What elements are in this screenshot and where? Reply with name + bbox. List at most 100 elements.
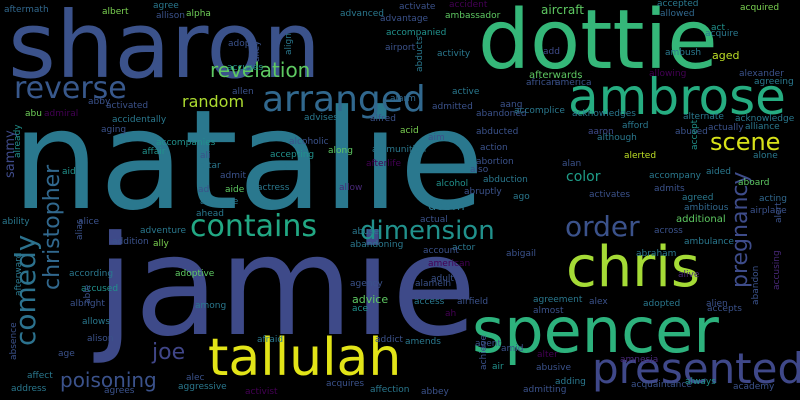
cloud-word: accept (690, 119, 700, 150)
cloud-word: aging (101, 125, 127, 135)
cloud-word: abbey (421, 387, 449, 397)
cloud-word: addition (112, 237, 149, 247)
cloud-word: scene (710, 128, 781, 156)
cloud-word: alison (87, 334, 114, 344)
cloud-word: alan (562, 159, 582, 169)
cloud-word: joe (152, 340, 186, 365)
cloud-word: aang (500, 100, 523, 110)
cloud-word: absence (9, 322, 19, 360)
cloud-word: spencer (472, 294, 719, 367)
cloud-word: accompanied (386, 28, 447, 38)
cloud-word: achieve (479, 334, 489, 370)
cloud-word: affair (142, 147, 166, 157)
cloud-word: albert (102, 7, 129, 17)
cloud-word: alerted (624, 151, 657, 161)
cloud-word: abruptly (464, 187, 502, 197)
cloud-word: alcohol (436, 179, 469, 189)
cloud-word: alive (678, 270, 700, 280)
cloud-word: pregnancy (728, 171, 753, 288)
cloud-word: aide (225, 185, 245, 195)
cloud-word: alternate (683, 112, 724, 122)
cloud-word: action (480, 143, 508, 153)
cloud-word: alien (706, 299, 728, 309)
cloud-word: altar (200, 161, 221, 171)
cloud-word: already (13, 124, 23, 158)
cloud-word: actually (708, 123, 744, 133)
cloud-word: accusing (772, 250, 782, 290)
cloud-word: among (195, 301, 227, 311)
cloud-word: abducted (476, 127, 519, 137)
cloud-word: abu (25, 109, 42, 119)
cloud-word: natalie (12, 80, 485, 241)
cloud-word: abandon (751, 265, 761, 305)
cloud-word: agent (475, 339, 501, 349)
cloud-word: abducts (415, 36, 425, 72)
cloud-word: acid (400, 126, 419, 136)
cloud-word: agency (350, 279, 383, 289)
cloud-word: aircraft (541, 3, 584, 17)
cloud-word: ambulance (684, 237, 734, 247)
cloud-word: presented (592, 344, 800, 393)
cloud-word: access (414, 297, 445, 307)
cloud-word: acquired (740, 3, 780, 13)
cloud-word: al (283, 161, 292, 171)
cloud-word: dimension (360, 216, 495, 246)
cloud-word: revelation (210, 58, 311, 82)
cloud-word: airport (385, 43, 416, 53)
cloud-word: aided (706, 167, 731, 177)
cloud-word: ago (513, 192, 530, 202)
cloud-word: activated (106, 101, 149, 111)
cloud-word: ace (352, 304, 369, 314)
cloud-word: ad (198, 185, 210, 195)
cloud-word: abigail (506, 249, 536, 259)
cloud-word: allison (156, 11, 185, 21)
cloud-word: arranged (262, 79, 426, 120)
cloud-word: afterwards (529, 70, 583, 81)
cloud-word: air (492, 362, 504, 372)
cloud-word: accompany (649, 171, 701, 181)
cloud-word: abraham (636, 249, 677, 259)
cloud-word: aaron (588, 127, 614, 137)
cloud-word: reverse (14, 71, 127, 106)
cloud-word: although (597, 133, 637, 143)
cloud-word: abandoning (350, 240, 404, 250)
cloud-word: alliance (745, 122, 780, 132)
cloud-word: america (555, 78, 592, 88)
cloud-word: accomplice (514, 106, 565, 116)
cloud-word: ambrose (568, 68, 786, 126)
cloud-word: address (11, 384, 47, 394)
cloud-word: addict (375, 335, 403, 345)
cloud-word: activates (589, 190, 631, 200)
cloud-word: affection (370, 385, 410, 395)
cloud-word: aggressive (178, 382, 227, 392)
cloud-word: accidentally (112, 115, 167, 125)
cloud-word: afraid (257, 335, 284, 345)
cloud-word: accused (81, 284, 119, 294)
cloud-word: acknowledge (735, 114, 795, 124)
cloud-word: alter (537, 350, 558, 360)
cloud-word: american (428, 259, 471, 269)
cloud-word: aftermath (4, 5, 49, 15)
cloud-word: christopher (40, 164, 65, 290)
cloud-word: random (182, 92, 245, 111)
cloud-word: african (526, 78, 558, 88)
cloud-word: adoptive (175, 269, 215, 279)
cloud-word: alfred (370, 114, 396, 124)
cloud-word: chris (566, 235, 701, 300)
cloud-word: ahead (196, 209, 224, 219)
cloud-word: sharon (8, 0, 322, 99)
cloud-word: tallulah (208, 328, 402, 388)
cloud-word: alias (75, 219, 85, 240)
cloud-word: adding (555, 377, 586, 387)
cloud-word: aboard (738, 178, 770, 188)
cloud-word: alert (774, 202, 784, 223)
cloud-word: across (654, 226, 683, 236)
cloud-word: activate (399, 2, 436, 12)
cloud-word: activity (437, 49, 471, 59)
cloud-word: afford (622, 121, 649, 131)
cloud-word: doom (428, 199, 465, 214)
cloud-word: accepting (270, 150, 315, 160)
cloud-word: afterward (14, 252, 24, 296)
cloud-word: accepts (707, 304, 742, 314)
cloud-word: contains (190, 209, 317, 244)
